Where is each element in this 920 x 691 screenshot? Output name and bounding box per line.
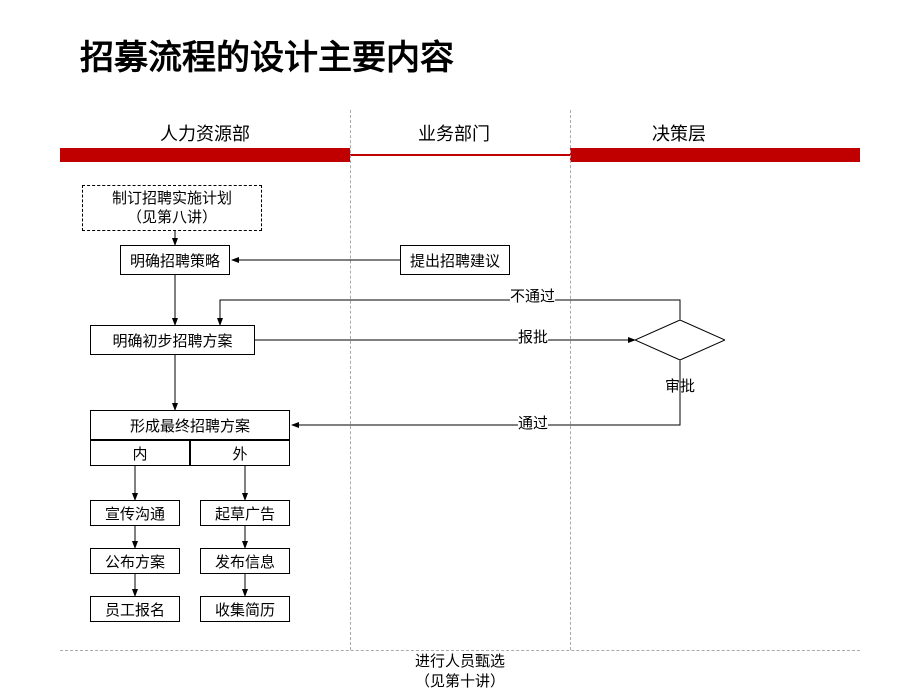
col-header-hr: 人力资源部 [160, 120, 250, 146]
edge-pass: 通过 [518, 412, 548, 433]
bottom-dash [60, 650, 860, 651]
divider-2 [570, 110, 571, 650]
col-header-decision: 决策层 [652, 120, 706, 146]
node-final: 形成最终招聘方案 [90, 410, 290, 440]
col-header-biz: 业务部门 [418, 120, 490, 146]
node-prelim: 明确初步招聘方案 [90, 325, 255, 355]
node-collect: 收集简历 [200, 596, 290, 622]
node-plan-line1: 制订招聘实施计划 [112, 189, 232, 209]
node-release: 发布信息 [200, 548, 290, 574]
edge-submit: 报批 [518, 326, 548, 347]
node-plan: 制订招聘实施计划 （见第八讲） [82, 185, 262, 231]
node-plan-line2: （见第八讲） [127, 208, 217, 228]
node-promote: 宣传沟通 [90, 500, 180, 526]
node-signup: 员工报名 [90, 596, 180, 622]
page-title: 招募流程的设计主要内容 [80, 30, 454, 79]
node-screen: 进行人员甄选 （见第十讲） [360, 652, 560, 691]
edge-fail: 不通过 [510, 285, 555, 306]
node-suggest: 提出招聘建议 [400, 245, 510, 275]
node-inner: 内 [90, 440, 190, 466]
red-line-biz [350, 154, 570, 156]
red-bar-hr [60, 148, 350, 162]
red-bar-decision [570, 148, 860, 162]
node-outer: 外 [190, 440, 290, 466]
node-screen-line2: （见第十讲） [360, 672, 560, 691]
node-draft: 起草广告 [200, 500, 290, 526]
node-approve-label: 审批 [635, 365, 725, 405]
node-screen-line1: 进行人员甄选 [360, 652, 560, 672]
node-publish: 公布方案 [90, 548, 180, 574]
node-approve: 审批 [635, 320, 725, 360]
divider-1 [350, 110, 351, 650]
node-strategy: 明确招聘策略 [120, 245, 230, 275]
